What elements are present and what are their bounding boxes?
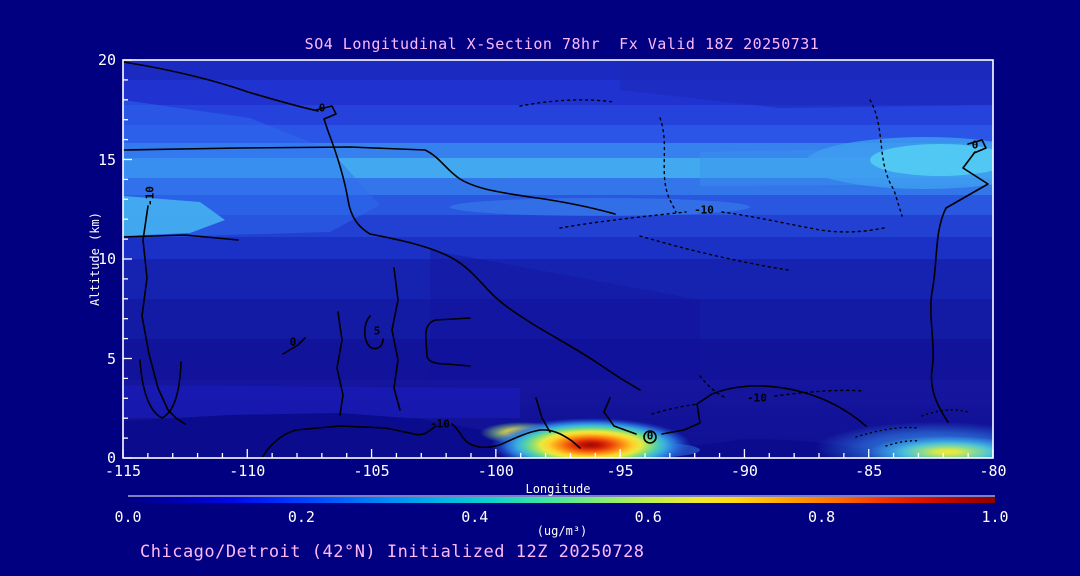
field-fill: [123, 60, 993, 458]
contour-lines-dotted: [519, 99, 969, 447]
contour-lines-solid: [123, 61, 989, 458]
colorbar: [128, 495, 995, 503]
axis-ticks: [122, 59, 994, 459]
colorbar-gradient: [128, 497, 995, 503]
